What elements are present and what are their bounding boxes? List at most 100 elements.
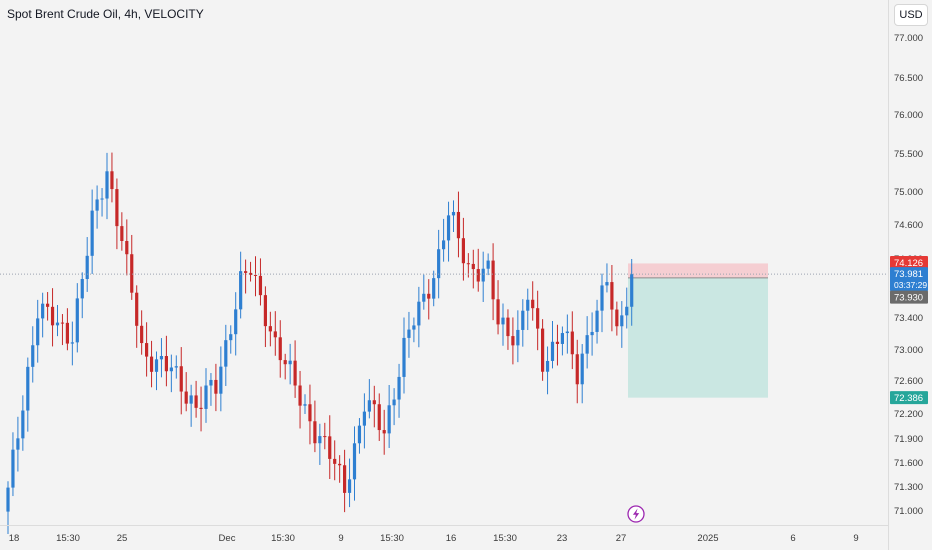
- candle-body[interactable]: [244, 271, 248, 273]
- candle-body[interactable]: [75, 298, 79, 343]
- candle-body[interactable]: [293, 360, 297, 386]
- candle-body[interactable]: [214, 379, 218, 394]
- candle-body[interactable]: [545, 360, 550, 372]
- candle-body[interactable]: [268, 326, 272, 332]
- candle-body[interactable]: [229, 334, 233, 341]
- candle-body[interactable]: [456, 211, 461, 239]
- candle-body[interactable]: [565, 331, 569, 334]
- candle-body[interactable]: [21, 410, 25, 439]
- candle-body[interactable]: [65, 322, 69, 344]
- candle-body[interactable]: [278, 337, 282, 361]
- take-profit-zone[interactable]: [628, 277, 768, 398]
- candle-body[interactable]: [169, 367, 173, 372]
- candle-body[interactable]: [560, 333, 564, 344]
- candle-body[interactable]: [357, 425, 362, 444]
- candle-body[interactable]: [16, 438, 20, 450]
- candle-body[interactable]: [179, 366, 183, 392]
- candle-body[interactable]: [466, 263, 470, 265]
- lightning-icon[interactable]: [627, 505, 645, 523]
- candle-body[interactable]: [298, 385, 302, 406]
- candle-body[interactable]: [26, 366, 30, 411]
- candle-body[interactable]: [615, 309, 619, 327]
- candle-body[interactable]: [115, 189, 119, 227]
- candle-body[interactable]: [308, 404, 312, 422]
- candle-body[interactable]: [491, 260, 495, 300]
- candle-body[interactable]: [590, 331, 594, 336]
- candle-body[interactable]: [224, 340, 228, 367]
- stop-loss-zone[interactable]: [628, 263, 768, 278]
- candle-body[interactable]: [541, 328, 545, 372]
- candle-body[interactable]: [159, 356, 164, 360]
- candle-body[interactable]: [347, 479, 352, 493]
- candle-body[interactable]: [219, 366, 223, 394]
- candle-body[interactable]: [412, 325, 416, 330]
- candle-body[interactable]: [234, 309, 238, 335]
- candle-body[interactable]: [536, 308, 540, 329]
- candle-body[interactable]: [432, 278, 436, 299]
- candle-body[interactable]: [239, 271, 243, 310]
- candle-body[interactable]: [145, 343, 149, 357]
- candle-body[interactable]: [31, 345, 35, 367]
- candle-body[interactable]: [80, 278, 84, 299]
- candle-body[interactable]: [100, 198, 104, 200]
- candle-body[interactable]: [323, 436, 327, 438]
- candle-body[interactable]: [328, 436, 332, 459]
- candle-body[interactable]: [550, 341, 555, 361]
- candle-body[interactable]: [11, 449, 15, 488]
- candle-body[interactable]: [521, 310, 525, 330]
- candle-body[interactable]: [154, 359, 159, 372]
- candle-body[interactable]: [199, 407, 203, 409]
- candle-body[interactable]: [204, 385, 208, 409]
- candle-body[interactable]: [41, 303, 45, 319]
- candle-body[interactable]: [580, 353, 584, 385]
- candle-body[interactable]: [417, 301, 421, 326]
- candle-body[interactable]: [476, 269, 480, 282]
- candle-body[interactable]: [442, 240, 446, 250]
- candle-body[interactable]: [135, 292, 139, 326]
- candle-body[interactable]: [258, 275, 263, 296]
- candle-body[interactable]: [164, 356, 168, 372]
- candle-body[interactable]: [397, 376, 401, 400]
- candle-body[interactable]: [209, 379, 213, 386]
- candle-body[interactable]: [555, 341, 560, 344]
- candle-body[interactable]: [362, 411, 366, 426]
- candle-body[interactable]: [90, 210, 94, 256]
- candle-body[interactable]: [481, 268, 485, 282]
- candle-body[interactable]: [36, 318, 40, 346]
- candle-body[interactable]: [367, 400, 371, 412]
- candle-body[interactable]: [70, 342, 74, 344]
- candle-body[interactable]: [407, 329, 411, 338]
- candle-body[interactable]: [446, 215, 451, 241]
- candle-body[interactable]: [338, 463, 342, 466]
- candle-body[interactable]: [620, 315, 624, 327]
- candle-body[interactable]: [6, 487, 10, 512]
- candle-body[interactable]: [402, 337, 406, 377]
- time-axis[interactable]: 18 15:30 25 Dec 15:30 9 15:30 16 15:30 23 27 2025 6 9: [9, 533, 859, 544]
- candle-body[interactable]: [531, 299, 535, 309]
- candle-body[interactable]: [184, 391, 188, 404]
- candle-body[interactable]: [501, 317, 505, 325]
- candle-body[interactable]: [600, 285, 604, 311]
- candle-body[interactable]: [575, 354, 579, 385]
- candle-body[interactable]: [105, 171, 109, 199]
- candle-body[interactable]: [437, 249, 441, 279]
- candle-body[interactable]: [95, 199, 99, 211]
- candle-body[interactable]: [605, 282, 609, 286]
- candle-body[interactable]: [50, 306, 55, 326]
- candle-body[interactable]: [511, 336, 515, 346]
- candle-body[interactable]: [313, 421, 317, 444]
- candle-body[interactable]: [506, 317, 510, 337]
- candle-body[interactable]: [46, 303, 50, 307]
- candle-body[interactable]: [194, 395, 198, 408]
- candle-body[interactable]: [570, 331, 574, 355]
- candle-body[interactable]: [486, 260, 490, 269]
- currency-button[interactable]: USD: [894, 4, 928, 26]
- candle-body[interactable]: [283, 360, 287, 365]
- candle-body[interactable]: [85, 255, 89, 279]
- candle-body[interactable]: [248, 272, 253, 275]
- candle-body[interactable]: [595, 310, 599, 332]
- candle-body[interactable]: [392, 399, 396, 406]
- candle-body[interactable]: [427, 293, 431, 299]
- candle-body[interactable]: [625, 306, 629, 316]
